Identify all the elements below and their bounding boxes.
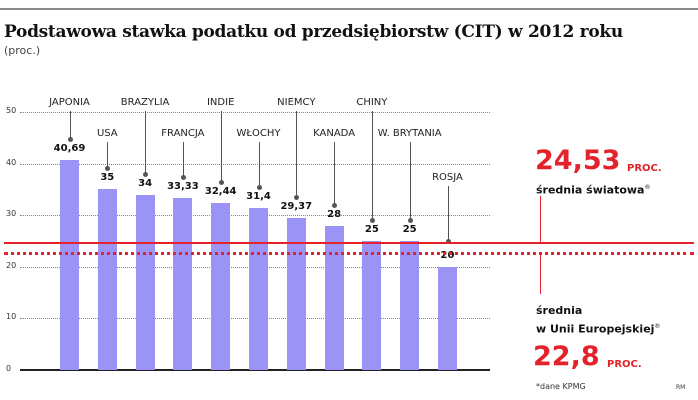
- world-average-label: średnia światowa®: [536, 183, 651, 197]
- leader-line: [105, 142, 111, 172]
- bar-wbrytania: [400, 241, 420, 370]
- bar-francja: [173, 198, 193, 370]
- y-tick-label: 50: [6, 106, 17, 115]
- bar-value-label: 35: [100, 172, 115, 184]
- world-average-value: 24,53: [535, 145, 621, 176]
- leader-line: [445, 186, 451, 244]
- chart-subtitle: (proc.): [4, 44, 41, 57]
- bar-value-label: 28: [327, 208, 342, 220]
- country-label: ROSJA: [432, 172, 463, 183]
- y-tick-label: 30: [6, 209, 17, 219]
- leader-line: [180, 142, 186, 181]
- country-label: WŁOCHY: [236, 128, 281, 139]
- country-label: FRANCJA: [161, 128, 205, 139]
- leader-line: [332, 142, 338, 208]
- leader-line: [369, 111, 375, 223]
- country-label: USA: [96, 128, 118, 139]
- bar-value-label: 33,33: [167, 181, 199, 193]
- bar-kanada: [324, 225, 344, 370]
- country-label: BRAZYLIA: [120, 97, 170, 108]
- bar-japonia: [60, 160, 79, 370]
- bar-value-label: 32,44: [204, 185, 237, 197]
- footnote: *dane KPMG: [536, 382, 586, 391]
- bar-value-label: 20: [440, 249, 455, 261]
- bar-brazylia: [135, 194, 155, 370]
- leader-line: [407, 142, 413, 223]
- country-label: CHINY: [356, 97, 388, 108]
- bar-value-label: 31,4: [246, 190, 271, 202]
- country-label: NIEMCY: [277, 97, 316, 108]
- bar-value-label: 25: [402, 224, 417, 235]
- leader-line: [294, 111, 300, 201]
- y-tick-label: 40: [6, 157, 17, 167]
- x-axis-baseline: [20, 369, 490, 371]
- world-average-connector: [540, 196, 541, 242]
- eu-average-line: [4, 252, 694, 255]
- leader-line: [143, 111, 149, 177]
- country-label: KANADA: [313, 128, 356, 139]
- bar-value-label: 25: [364, 224, 379, 235]
- chart-title: Podstawowa stawka podatku od przedsiębio…: [4, 22, 623, 42]
- bar-chiny: [362, 241, 382, 370]
- country-label: INDIE: [206, 97, 235, 108]
- bar-rosja: [438, 266, 457, 370]
- country-label: JAPONIA: [49, 97, 90, 108]
- top-rule: [0, 8, 698, 10]
- bar-indie: [211, 202, 231, 370]
- leader-line: [218, 111, 224, 185]
- eu-average-value: 22,8: [533, 341, 600, 372]
- country-label: W. BRYTANIA: [377, 128, 442, 139]
- leader-line: [256, 142, 262, 190]
- world-average-line: [4, 242, 694, 244]
- eu-average-connector: [540, 254, 541, 294]
- gridline: [20, 112, 490, 113]
- bar-value-label: 34: [138, 177, 153, 189]
- bar-value-label: 29,37: [280, 201, 313, 213]
- y-tick-label: 0: [6, 364, 12, 373]
- leader-line: [67, 111, 73, 143]
- credit: RM: [676, 384, 686, 391]
- world-average-unit: PROC.: [627, 163, 662, 174]
- eu-average-unit: PROC.: [607, 359, 642, 370]
- bar-value-label: 40,69: [53, 143, 86, 155]
- y-tick-label: 10: [6, 312, 17, 322]
- eu-average-label: średnia w Unii Europejskiej®: [536, 304, 661, 336]
- bar-wochy: [249, 207, 268, 370]
- y-tick-label: 20: [6, 260, 17, 270]
- gridline: [20, 163, 490, 165]
- bar-niemcy: [286, 218, 306, 370]
- bar-usa: [97, 189, 117, 370]
